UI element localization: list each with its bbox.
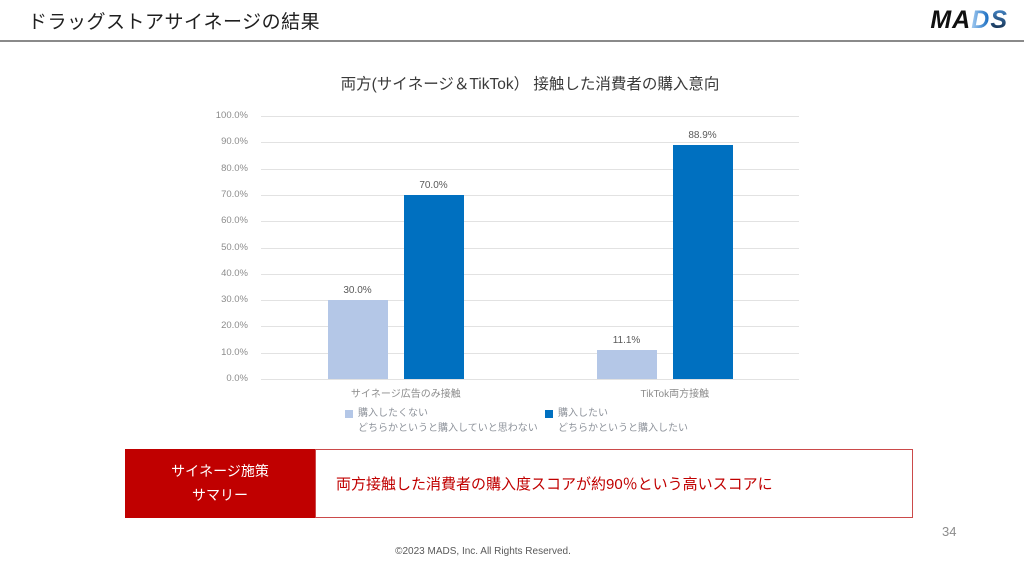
bar-rect: [672, 145, 733, 379]
gridline: [261, 300, 799, 302]
y-tick-label: 70.0%: [221, 188, 248, 200]
bar-group: 11.1% 88.9%: [596, 116, 733, 379]
legend-label-line1: 購入したくない: [358, 408, 428, 419]
footer-copyright: ©2023 MADS, Inc. All Rights Reserved.: [395, 546, 571, 557]
header-divider: [0, 40, 1024, 42]
legend-label-line2: どちらかというと購入していと思わない: [358, 423, 538, 434]
page-title: ドラッグストアサイネージの結果: [28, 12, 321, 33]
bar-positive: 70.0%: [403, 116, 464, 379]
y-tick-label: 20.0%: [221, 320, 248, 332]
logo-letter-s: S: [990, 6, 1008, 34]
y-tick-label: 100.0%: [215, 110, 248, 121]
y-tick-label: 10.0%: [221, 346, 248, 358]
y-tick-label: 50.0%: [221, 241, 248, 253]
legend-swatch-light-blue: [345, 409, 353, 418]
page-number: 34: [942, 524, 957, 539]
summary-text-box: 両方接触した消費者の購入度スコアが約90％という高いスコアに: [315, 449, 913, 518]
x-axis-category-label: TikTok両方接触: [640, 389, 710, 400]
bar-rect: [327, 300, 388, 379]
bar-rect: [403, 194, 464, 379]
gridline: [261, 273, 799, 275]
y-tick-label: 60.0%: [221, 215, 248, 227]
bar-group: 30.0% 70.0%: [327, 116, 464, 379]
summary-label-box: サイネージ施策 サマリー: [125, 449, 315, 518]
chart-title: 両方(サイネージ＆TikTok） 接触した消費者の購入意向: [340, 76, 720, 93]
gridline: [261, 116, 799, 117]
bar-negative: 11.1%: [596, 116, 657, 379]
summary-label-line2: サマリー: [192, 486, 248, 503]
y-tick-label: 90.0%: [221, 136, 248, 148]
legend-item-negative: 購入したくない どちらかというと購入していと思わない: [345, 406, 538, 436]
gridline: [261, 379, 799, 380]
bar-value-label: 88.9%: [688, 130, 717, 142]
bar-value-label: 70.0%: [419, 179, 448, 191]
gridline: [261, 194, 799, 196]
gridline: [261, 326, 799, 328]
legend-label-line1: 購入したい: [558, 408, 608, 419]
y-tick-label: 40.0%: [221, 267, 248, 279]
y-axis: 0.0% 10.0% 20.0% 30.0% 40.0% 50.0% 60.0% 70.0% 8…: [186, 110, 248, 384]
mads-logo: MADS: [930, 6, 1008, 35]
bar-positive: 88.9%: [672, 116, 733, 379]
gridline: [261, 221, 799, 223]
gridline: [261, 352, 799, 354]
legend-swatch-dark-blue: [545, 409, 553, 418]
gridline: [261, 142, 799, 144]
bar-negative: 30.0%: [327, 116, 388, 379]
chart-legend: 購入したくない どちらかというと購入していと思わない 購入したい どちらかという…: [345, 406, 883, 442]
gridline: [261, 168, 799, 170]
bar-groups: 30.0% 70.0% 11.1% 88.9%: [261, 116, 799, 379]
bar-value-label: 30.0%: [343, 285, 372, 297]
logo-letter-d: D: [971, 6, 991, 34]
y-tick-label: 30.0%: [221, 294, 248, 306]
bar-rect: [596, 349, 657, 379]
x-axis-labels: サイネージ広告のみ接触 TikTok両方接触: [261, 385, 799, 400]
legend-label-line2: どちらかというと購入したい: [558, 423, 688, 434]
logo-letters-ma: MA: [930, 6, 972, 34]
summary-label-line1: サイネージ施策: [171, 462, 269, 479]
x-axis-category-label: サイネージ広告のみ接触: [350, 389, 461, 400]
gridline: [261, 247, 799, 249]
plot-area: 30.0% 70.0% 11.1% 88.9%: [261, 116, 799, 380]
y-tick-label: 0.0%: [226, 373, 248, 384]
y-tick-label: 80.0%: [221, 162, 248, 174]
legend-item-positive: 購入したい どちらかというと購入したい: [545, 406, 688, 436]
summary-text: 両方接触した消費者の購入度スコアが約90％という高いスコアに: [336, 476, 773, 493]
bar-value-label: 11.1%: [612, 334, 641, 346]
